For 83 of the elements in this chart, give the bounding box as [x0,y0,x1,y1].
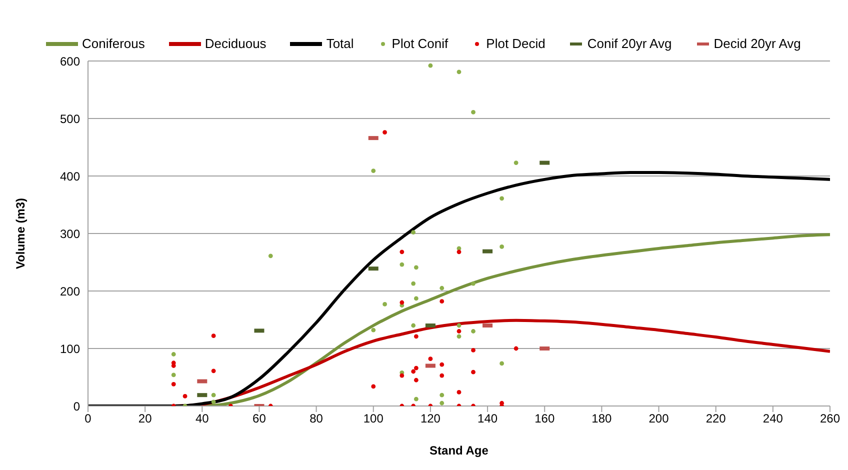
point [268,254,273,258]
point [456,323,462,328]
point [411,281,416,286]
legend-label: Total [326,36,354,51]
point [382,130,387,134]
point [428,63,433,68]
x-tick-label: 260 [820,412,840,426]
point [440,400,444,406]
point [371,384,376,389]
point [471,110,476,114]
point [171,364,176,368]
point [428,356,433,362]
point [440,286,444,290]
y-tick-label: 200 [60,284,80,298]
point [171,372,176,378]
point [514,346,518,351]
x-tick-label: 0 [84,412,92,426]
y-tick-label: 400 [60,169,80,184]
x-axis-title: Stand Age [430,444,489,458]
x-tick-label: 120 [420,412,441,426]
legend-label: Plot Decid [486,36,546,51]
y-tick-label: 300 [60,226,80,241]
point [371,168,376,174]
y-axis-title: Volume (m3) [13,198,28,270]
point [182,394,188,398]
x-tick-label: 220 [706,412,726,426]
point [440,362,444,367]
point [411,230,416,235]
point [211,334,216,338]
point [471,281,476,286]
point [400,262,404,267]
point [456,250,462,254]
point [414,334,418,339]
legend-label: Plot Conif [392,36,448,51]
point [371,328,376,332]
point [382,302,387,306]
x-tick-label: 140 [478,412,498,426]
legend-label: Coniferous [82,36,145,51]
y-tick-label: 600 [60,54,80,68]
point [440,373,444,378]
point [171,352,176,356]
legend-label: Decid 20yr Avg [714,36,801,51]
point [400,373,404,378]
point [171,382,176,386]
point [456,334,462,339]
x-tick-label: 160 [534,412,555,426]
point [440,299,444,304]
point [500,196,504,201]
x-tick-label: 180 [592,412,612,426]
point [211,368,216,374]
point [456,390,462,394]
x-tick-label: 40 [195,412,210,426]
y-tick-label: 500 [60,112,80,126]
x-tick-label: 20 [138,412,152,426]
point [514,160,518,165]
legend-label: Conif 20yr Avg [587,36,672,51]
point [500,361,504,366]
x-tick-label: 80 [310,412,324,426]
point [411,323,416,328]
point [471,329,476,334]
point [414,396,418,402]
point [414,378,418,382]
point [211,392,216,398]
point [400,250,404,254]
y-tick-label: 0 [73,399,80,414]
point [471,370,476,374]
point [500,244,504,249]
legend-label: Deciduous [204,36,266,51]
y-tick-label: 100 [60,342,80,356]
point [440,392,444,398]
x-tick-label: 240 [762,412,784,426]
x-tick-label: 200 [648,412,670,426]
point [456,329,462,334]
point [471,348,476,352]
point [414,366,418,370]
point [456,70,462,74]
x-tick-label: 100 [363,412,384,426]
point [414,296,418,301]
point [414,265,418,270]
point [211,400,216,404]
x-tick-label: 60 [252,412,266,426]
point [411,369,416,374]
point [400,300,404,305]
